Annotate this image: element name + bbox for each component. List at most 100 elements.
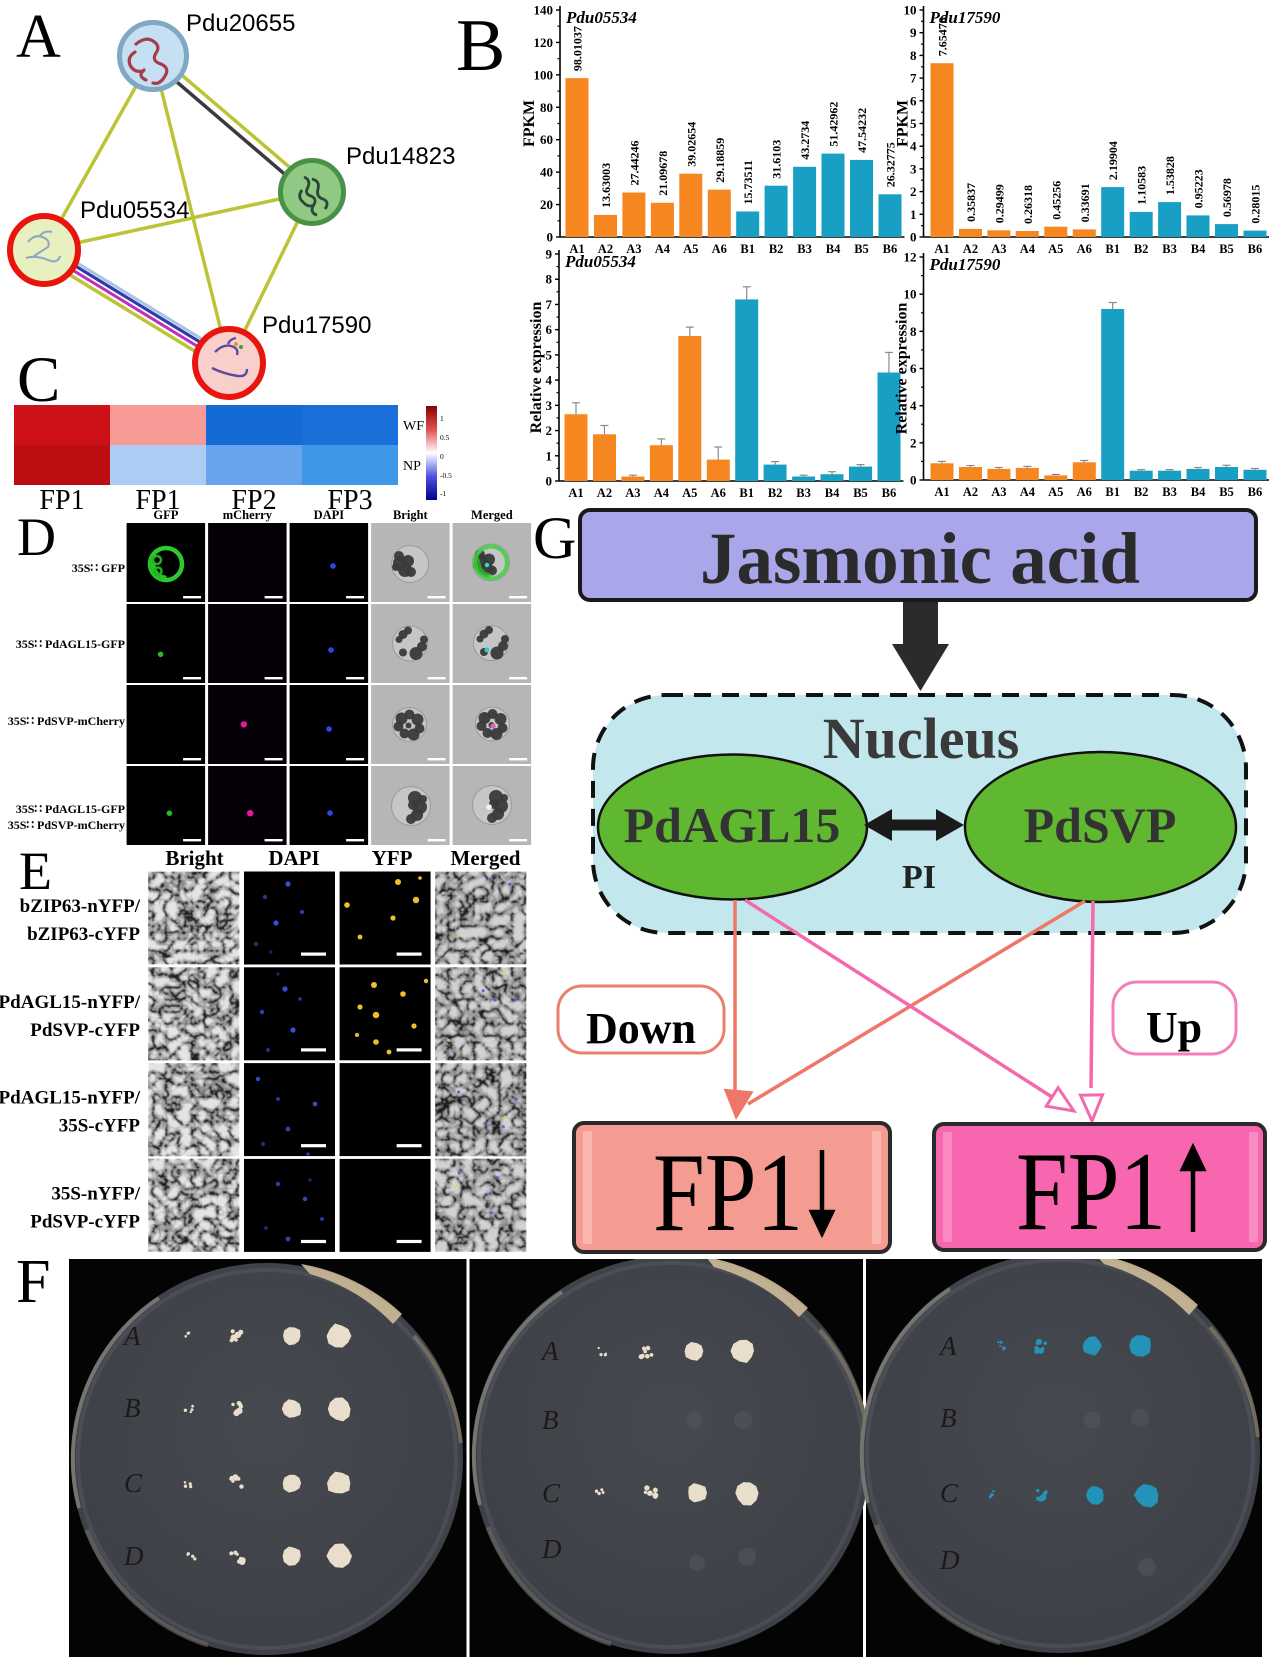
svg-text:A1: A1	[568, 486, 583, 500]
svg-text:98.01037: 98.01037	[571, 26, 585, 71]
svg-text:D: D	[123, 1541, 144, 1571]
svg-text:0.33691: 0.33691	[1078, 183, 1092, 222]
svg-text:B5: B5	[853, 486, 868, 500]
svg-text:35S∷ PdAGL15-GFP: 35S∷ PdAGL15-GFP	[16, 802, 125, 816]
svg-text:A2: A2	[598, 242, 613, 256]
svg-text:0.56978: 0.56978	[1220, 178, 1234, 217]
svg-text:2: 2	[910, 184, 917, 199]
svg-text:Pdu05534: Pdu05534	[80, 197, 189, 224]
svg-text:A5: A5	[682, 486, 697, 500]
svg-text:FP2: FP2	[231, 485, 276, 516]
svg-text:Pdu17590: Pdu17590	[929, 8, 1001, 27]
svg-text:0.95223: 0.95223	[1192, 169, 1206, 208]
svg-text:1.53828: 1.53828	[1163, 156, 1177, 195]
svg-text:A2: A2	[963, 242, 978, 256]
svg-text:B4: B4	[826, 242, 841, 256]
svg-text:7: 7	[546, 297, 553, 312]
svg-text:Relative expression: Relative expression	[894, 303, 911, 435]
svg-text:B: B	[940, 1403, 957, 1433]
svg-text:A: A	[540, 1336, 559, 1366]
svg-text:G: G	[533, 505, 576, 571]
svg-text:A6: A6	[1077, 485, 1092, 499]
svg-text:A1: A1	[569, 242, 584, 256]
svg-text:PdAGL15-nYFP/: PdAGL15-nYFP/	[0, 992, 141, 1013]
svg-text:0.28015: 0.28015	[1248, 185, 1262, 224]
svg-text:B5: B5	[1219, 485, 1234, 499]
svg-text:FP1: FP1	[1016, 1130, 1166, 1254]
svg-text:80: 80	[540, 100, 553, 115]
svg-text:YFP: YFP	[372, 846, 413, 870]
svg-text:A3: A3	[991, 242, 1006, 256]
svg-text:4: 4	[546, 373, 553, 388]
svg-text:51.42962: 51.42962	[827, 102, 841, 147]
svg-text:B1: B1	[1105, 242, 1120, 256]
svg-text:A4: A4	[655, 242, 671, 256]
svg-text:7: 7	[910, 71, 917, 86]
svg-text:0.35837: 0.35837	[964, 183, 978, 222]
svg-text:bZIP63-nYFP/: bZIP63-nYFP/	[20, 896, 141, 917]
svg-text:A4: A4	[1020, 485, 1036, 499]
svg-text:5: 5	[910, 116, 917, 131]
svg-text:bZIP63-cYFP: bZIP63-cYFP	[27, 924, 140, 945]
svg-text:3: 3	[910, 161, 917, 176]
svg-text:A2: A2	[597, 486, 612, 500]
svg-text:D: D	[939, 1545, 960, 1575]
svg-text:B2: B2	[768, 486, 783, 500]
svg-text:3: 3	[546, 398, 553, 413]
svg-text:35S∷ PdSVP-mCherry: 35S∷ PdSVP-mCherry	[8, 818, 125, 832]
svg-text:9: 9	[910, 25, 917, 40]
svg-text:B3: B3	[797, 242, 812, 256]
svg-text:FPKM: FPKM	[895, 100, 912, 147]
svg-text:35S-cYFP: 35S-cYFP	[59, 1116, 141, 1137]
svg-text:Jasmonic acid: Jasmonic acid	[700, 518, 1140, 599]
svg-text:B1: B1	[740, 242, 755, 256]
svg-text:A5: A5	[683, 242, 698, 256]
svg-text:0: 0	[440, 452, 444, 461]
svg-text:1: 1	[440, 414, 444, 423]
svg-text:27.44246: 27.44246	[627, 141, 641, 186]
svg-text:-1: -1	[440, 489, 446, 498]
svg-text:39.02654: 39.02654	[684, 122, 698, 167]
svg-text:10: 10	[904, 3, 917, 18]
svg-text:35S-nYFP/: 35S-nYFP/	[51, 1183, 140, 1204]
svg-text:29.18859: 29.18859	[713, 138, 727, 183]
svg-text:0.26318: 0.26318	[1021, 185, 1035, 224]
svg-text:WF: WF	[403, 419, 424, 434]
svg-text:Pdu05534: Pdu05534	[564, 252, 636, 271]
svg-text:0.5: 0.5	[440, 433, 450, 442]
svg-text:C: C	[542, 1478, 561, 1508]
svg-text:D: D	[17, 507, 56, 567]
svg-text:2: 2	[546, 423, 553, 438]
svg-text:6: 6	[546, 322, 553, 337]
svg-text:B1: B1	[1105, 485, 1120, 499]
svg-text:A5: A5	[1048, 485, 1063, 499]
svg-text:Bright: Bright	[393, 508, 429, 522]
svg-text:1.10583: 1.10583	[1135, 166, 1149, 205]
svg-text:PdAGL15-nYFP/: PdAGL15-nYFP/	[0, 1088, 141, 1109]
svg-text:B: B	[456, 5, 505, 87]
svg-text:B5: B5	[1219, 242, 1234, 256]
svg-text:A6: A6	[711, 486, 726, 500]
svg-text:10: 10	[904, 287, 917, 302]
svg-text:13.63003: 13.63003	[599, 163, 613, 208]
svg-text:PdSVP-cYFP: PdSVP-cYFP	[30, 1211, 140, 1232]
svg-text:9: 9	[546, 247, 553, 262]
svg-text:D: D	[541, 1534, 562, 1564]
svg-text:B2: B2	[1134, 485, 1149, 499]
svg-text:B1: B1	[739, 486, 754, 500]
svg-text:A3: A3	[991, 485, 1006, 499]
svg-text:A3: A3	[625, 486, 640, 500]
svg-text:DAPI: DAPI	[314, 508, 345, 522]
svg-text:PdSVP-cYFP: PdSVP-cYFP	[30, 1020, 140, 1041]
svg-text:B4: B4	[1191, 242, 1206, 256]
svg-text:Pdu14823: Pdu14823	[346, 143, 455, 170]
svg-text:C: C	[17, 344, 60, 416]
svg-text:FP1: FP1	[39, 485, 84, 516]
svg-text:A1: A1	[934, 242, 949, 256]
svg-text:A6: A6	[712, 242, 727, 256]
svg-text:8: 8	[546, 272, 553, 287]
svg-text:120: 120	[534, 35, 554, 50]
svg-text:A4: A4	[1020, 242, 1036, 256]
svg-text:60: 60	[540, 132, 553, 147]
svg-text:FP1: FP1	[653, 1131, 803, 1255]
